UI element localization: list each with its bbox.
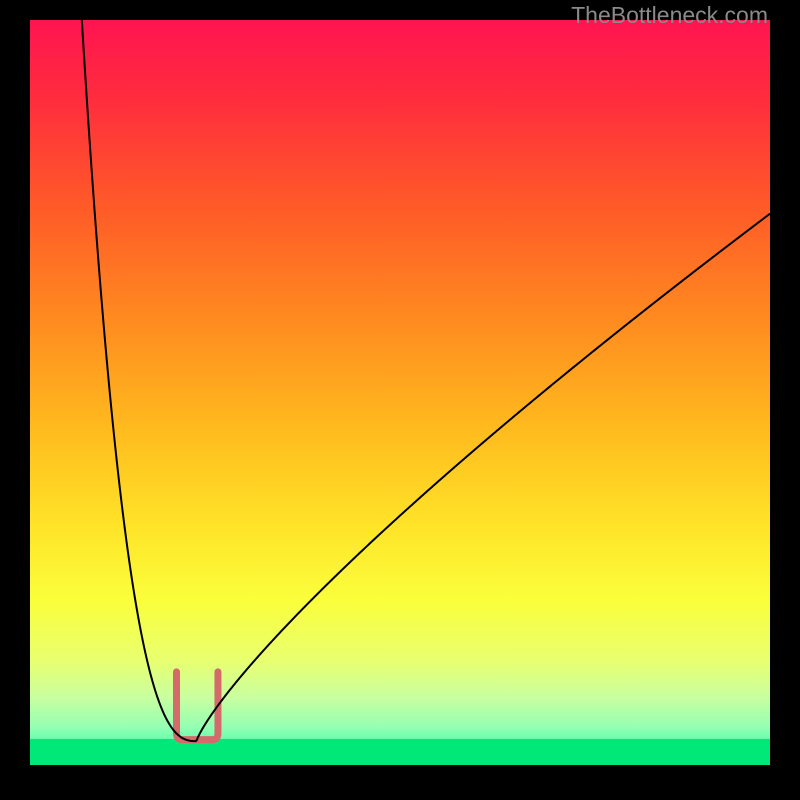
bottom-green-band xyxy=(30,739,770,765)
plot-background xyxy=(30,20,770,765)
plot-area xyxy=(30,20,770,765)
chart-frame xyxy=(30,20,770,765)
plot-svg xyxy=(30,20,770,765)
watermark-text: TheBottleneck.com xyxy=(571,2,768,29)
